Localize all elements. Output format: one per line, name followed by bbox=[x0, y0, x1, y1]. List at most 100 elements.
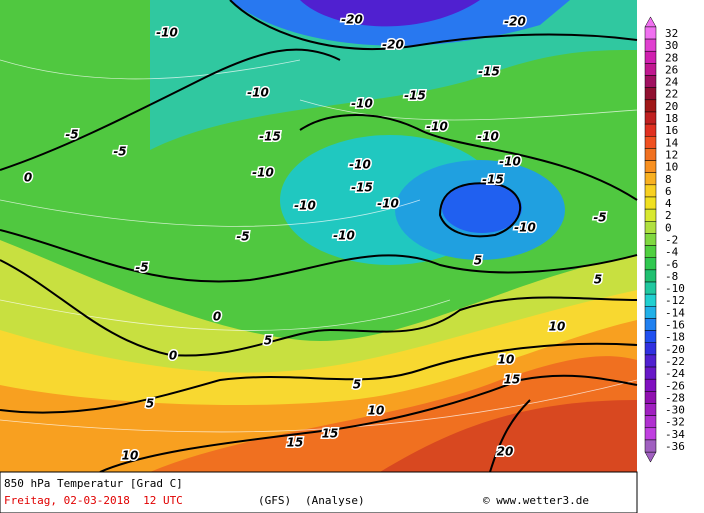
contour-label: 10 bbox=[498, 353, 515, 367]
contour-label: -5 bbox=[113, 145, 126, 159]
footer-credit: © www.wetter3.de bbox=[483, 494, 589, 507]
colorbar-swatch bbox=[644, 391, 657, 404]
colorbar-swatch bbox=[644, 196, 657, 210]
colorbar-swatch bbox=[644, 378, 657, 392]
colorbar-label: 18 bbox=[665, 112, 678, 125]
colorbar-swatch bbox=[644, 427, 657, 441]
colorbar-label: 2 bbox=[665, 209, 672, 222]
colorbar-label: -12 bbox=[665, 294, 685, 307]
colorbar-label: 10 bbox=[665, 161, 678, 174]
colorbar-label: 16 bbox=[665, 124, 678, 137]
colorbar-swatch bbox=[644, 38, 657, 52]
colorbar: 32302826242220181614121086420-2-4-6-8-10… bbox=[644, 16, 685, 463]
colorbar-swatch bbox=[644, 281, 657, 295]
footer-date: Freitag, 02-03-2018 12 UTC bbox=[4, 494, 183, 507]
colorbar-swatch bbox=[644, 75, 657, 88]
colorbar-label: -28 bbox=[665, 391, 685, 404]
colorbar-swatch bbox=[644, 269, 657, 283]
contour-label: -20 bbox=[382, 38, 404, 52]
colorbar-label: -2 bbox=[665, 234, 678, 247]
contour-labels: -20 -20-20-10-10-10-15-15-10-10-10-15-10-… bbox=[22, 11, 608, 464]
contour-label: -10 bbox=[514, 221, 536, 235]
contour-label: -10 bbox=[351, 97, 373, 111]
colorbar-label: 22 bbox=[665, 88, 678, 101]
colorbar-swatch bbox=[644, 172, 657, 186]
contour-label: 0 bbox=[213, 310, 221, 324]
contour-label: -15 bbox=[404, 89, 426, 103]
colorbar-swatch bbox=[644, 306, 657, 319]
contour-label: -10 bbox=[247, 86, 269, 100]
colorbar-label: -10 bbox=[665, 282, 685, 295]
colorbar-swatch bbox=[644, 330, 657, 343]
footer-title: 850 hPa Temperatur [Grad C] bbox=[4, 477, 183, 490]
contour-label: -10 bbox=[426, 120, 448, 134]
contour-label: -10 bbox=[333, 229, 355, 243]
contour-label: 5 bbox=[474, 254, 482, 268]
colorbar-swatch bbox=[644, 293, 657, 307]
colorbar-swatch bbox=[644, 184, 657, 198]
colorbar-swatch bbox=[644, 318, 657, 331]
footer-box bbox=[0, 471, 638, 513]
colorbar-label: -26 bbox=[665, 379, 685, 392]
colorbar-swatch bbox=[644, 233, 657, 246]
colorbar-swatch bbox=[644, 160, 657, 173]
colorbar-swatch bbox=[644, 354, 657, 368]
contour-label: -10 bbox=[349, 158, 371, 172]
contour-label: -10 bbox=[294, 199, 316, 213]
contour-label: 20 bbox=[497, 445, 514, 459]
colorbar-swatch bbox=[644, 208, 657, 222]
contour-label: -15 bbox=[482, 173, 504, 187]
contour-label: 5 bbox=[146, 397, 154, 411]
colorbar-swatch bbox=[644, 342, 657, 356]
colorbar-label: -34 bbox=[665, 428, 685, 441]
colorbar-label: 8 bbox=[665, 173, 672, 186]
contour-label: -10 bbox=[377, 197, 399, 211]
contour-label: -10 bbox=[156, 26, 178, 40]
colorbar-arrow-top bbox=[644, 16, 657, 28]
colorbar-swatch bbox=[644, 50, 657, 64]
contour-label: 15 bbox=[287, 436, 304, 450]
colorbar-label: -32 bbox=[665, 416, 685, 429]
contour-label: 15 bbox=[504, 373, 521, 387]
colorbar-label: -16 bbox=[665, 319, 685, 332]
contour-label: -5 bbox=[236, 230, 249, 244]
colorbar-label: -4 bbox=[665, 246, 679, 259]
colorbar-swatch bbox=[644, 123, 657, 137]
contour-label: 5 bbox=[594, 273, 602, 287]
contour-label: -20 bbox=[341, 13, 363, 27]
contour-label: -15 bbox=[351, 181, 373, 195]
colorbar-swatch bbox=[644, 99, 657, 113]
colorbar-swatch bbox=[644, 257, 657, 271]
colorbar-label: 0 bbox=[665, 221, 672, 234]
colorbar-swatch bbox=[644, 415, 657, 429]
colorbar-arrow-bottom bbox=[644, 451, 657, 463]
colorbar-swatch bbox=[644, 221, 657, 234]
colorbar-swatch bbox=[644, 87, 657, 101]
contour-label: -5 bbox=[135, 261, 148, 275]
colorbar-swatch bbox=[644, 245, 657, 258]
colorbar-label: 26 bbox=[665, 63, 678, 76]
colorbar-swatch bbox=[644, 111, 657, 125]
contour-label: -10 bbox=[499, 155, 521, 169]
contour-label: -20 bbox=[504, 15, 526, 29]
colorbar-label: 28 bbox=[665, 51, 678, 64]
colorbar-label: 30 bbox=[665, 39, 678, 52]
contour-label: -5 bbox=[593, 211, 606, 225]
colorbar-label: 4 bbox=[665, 197, 672, 210]
colorbar-label: -8 bbox=[665, 270, 678, 283]
contour-label: 10 bbox=[368, 404, 385, 418]
colorbar-swatch bbox=[644, 136, 657, 149]
footer-run: (Analyse) bbox=[305, 494, 365, 507]
colorbar-label: -14 bbox=[665, 306, 685, 319]
colorbar-label: -20 bbox=[665, 343, 685, 356]
colorbar-label: -24 bbox=[665, 367, 685, 380]
colorbar-swatch bbox=[644, 439, 657, 453]
colorbar-label: -30 bbox=[665, 404, 685, 417]
colorbar-label: -22 bbox=[665, 355, 685, 368]
colorbar-label: -6 bbox=[665, 258, 678, 271]
contour-label: -10 bbox=[477, 130, 499, 144]
colorbar-swatch bbox=[644, 63, 657, 76]
contour-label: 10 bbox=[549, 320, 566, 334]
colorbar-label: 14 bbox=[665, 136, 679, 149]
